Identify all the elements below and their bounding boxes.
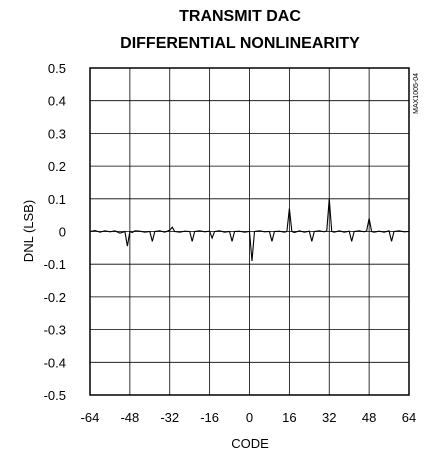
y-axis-label: DNL (LSB) [21,200,36,262]
x-tick-label: 0 [246,410,253,425]
y-tick-label: 0.4 [48,94,66,109]
y-tick-labels: 0.5 0.4 0.3 0.2 0.1 0 -0.1 -0.2 -0.3 -0.4 -0.5 [44,61,66,403]
y-tick-label: 0 [59,225,66,240]
x-tick-label: 64 [402,410,416,425]
x-tick-label: -32 [160,410,179,425]
y-tick-label: -0.2 [44,290,66,305]
x-tick-labels: -64 -48 -32 -16 0 16 32 48 64 [81,410,417,425]
y-tick-label: 0.3 [48,126,66,141]
y-tick-label: -0.3 [44,323,66,338]
x-tick-label: -64 [81,410,100,425]
chart-title-line-1: TRANSMIT DAC [179,8,301,25]
y-tick-label: -0.1 [44,257,66,272]
y-tick-label: 0.5 [48,61,66,76]
x-tick-label: 16 [282,410,296,425]
x-tick-label: 48 [362,410,376,425]
x-tick-label: -48 [120,410,139,425]
figure-code-annotation: MAX1005-04 [413,73,420,114]
x-tick-label: -16 [200,410,219,425]
x-axis-label: CODE [231,436,269,451]
y-tick-label: 0.2 [48,159,66,174]
chart-title-line-2: DIFFERENTIAL NONLINEARITY [120,35,360,52]
dnl-series-line [89,198,410,261]
x-tick-label: 32 [322,410,336,425]
y-tick-label: 0.1 [48,192,66,207]
y-tick-label: -0.4 [44,355,66,370]
gridlines [90,68,409,395]
y-tick-label: -0.5 [44,388,66,403]
